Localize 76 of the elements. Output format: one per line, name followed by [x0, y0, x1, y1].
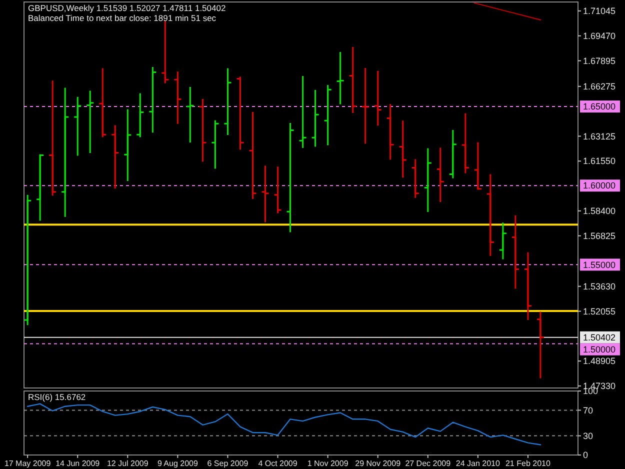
- candlestick: [274, 166, 282, 214]
- x-tick-label: 1 Nov 2009: [307, 459, 349, 468]
- candlestick: [298, 75, 308, 149]
- candlestick: [148, 66, 157, 134]
- candlestick: [24, 194, 32, 326]
- candlestick: [123, 108, 132, 182]
- y-tick-label: 1.71045: [583, 6, 616, 16]
- y-tick-label: 1.56825: [583, 230, 616, 241]
- line-series: [26, 403, 542, 446]
- text: Balanced Time to next bar close: 1891 min 51 sec: [28, 13, 217, 23]
- candlestick: [98, 68, 107, 138]
- candlestick: [498, 222, 508, 260]
- candlestick: [511, 214, 520, 290]
- candlestick: [261, 164, 270, 224]
- ref-line-label: 1.65000: [583, 102, 616, 112]
- y-tick-label: 70: [583, 405, 594, 416]
- chart-title: GBPUSD,Weekly 1.51539 1.52027 1.47811 1.50402: [28, 3, 226, 13]
- candlestick: [36, 154, 44, 222]
- candlestick: [210, 120, 220, 170]
- candlestick: [173, 70, 182, 125]
- x-tick-label: 12 Jul 2009: [106, 459, 149, 468]
- candlestick: [136, 92, 144, 138]
- x-tick-label: 21 Feb 2010: [505, 459, 551, 468]
- x-tick-label: 27 Dec 2009: [405, 459, 452, 468]
- candlestick: [286, 122, 295, 233]
- candlestick: [248, 111, 257, 200]
- candlestick: [73, 96, 82, 156]
- candlestick: [424, 148, 432, 213]
- y-tick-label: 1.69470: [583, 30, 616, 41]
- candlestick: [524, 252, 532, 321]
- candlestick: [236, 76, 244, 150]
- candlestick: [198, 98, 207, 162]
- candlestick: [60, 86, 70, 218]
- x-tick-label: 4 Oct 2009: [258, 459, 298, 468]
- candlestick: [486, 173, 495, 257]
- ref-line-label: 1.50000: [583, 344, 616, 355]
- y-tick-label: 1.66275: [583, 82, 616, 92]
- candlestick: [536, 310, 545, 380]
- x-tick-label: 9 Aug 2009: [157, 459, 198, 468]
- candlestick: [110, 124, 120, 190]
- y-tick-label: 1.52055: [583, 306, 616, 316]
- x-tick-label: 14 Jun 2009: [56, 459, 100, 468]
- x-tick-label: 17 May 2009: [4, 459, 52, 468]
- candlestick: [86, 90, 94, 154]
- x-tick-label: 24 Jan 2010: [456, 459, 500, 468]
- ref-line-label: 1.50402: [583, 332, 616, 343]
- candlestick: [361, 67, 370, 144]
- candlestick: [436, 146, 445, 203]
- y-tick-label: 0: [583, 450, 588, 460]
- y-tick-label: 1.67895: [583, 56, 616, 66]
- candlestick: [386, 103, 395, 160]
- candlestick: [374, 70, 382, 126]
- y-tick-label: 30: [583, 430, 594, 441]
- candlestick: [48, 80, 57, 196]
- x-tick-label: 29 Nov 2009: [355, 459, 402, 468]
- chart-title: RSI(6) 15.6762: [28, 392, 86, 402]
- candlestick: [348, 46, 358, 114]
- y-tick-label: 1.61550: [583, 156, 616, 166]
- candlestick: [160, 20, 170, 84]
- candlestick: [461, 112, 470, 174]
- y-tick-label: 1.63125: [583, 131, 616, 142]
- candlestick: [186, 86, 194, 144]
- y-tick-label: 1.53630: [583, 281, 616, 292]
- candlestick: [336, 51, 345, 106]
- candlestick: [474, 142, 482, 190]
- x-tick-label: 6 Sep 2009: [207, 459, 249, 468]
- candlestick: [448, 129, 458, 180]
- ref-line-label: 1.60000: [583, 180, 616, 191]
- ref-line-label: 1.55000: [583, 260, 616, 270]
- candlestick: [411, 158, 420, 199]
- candlestick: [324, 84, 332, 146]
- y-tick-label: 1.58400: [583, 206, 616, 216]
- candlestick: [223, 68, 232, 136]
- y-tick-label: 1.48905: [583, 356, 616, 366]
- candlestick: [398, 120, 408, 178]
- candlestick: [311, 89, 320, 148]
